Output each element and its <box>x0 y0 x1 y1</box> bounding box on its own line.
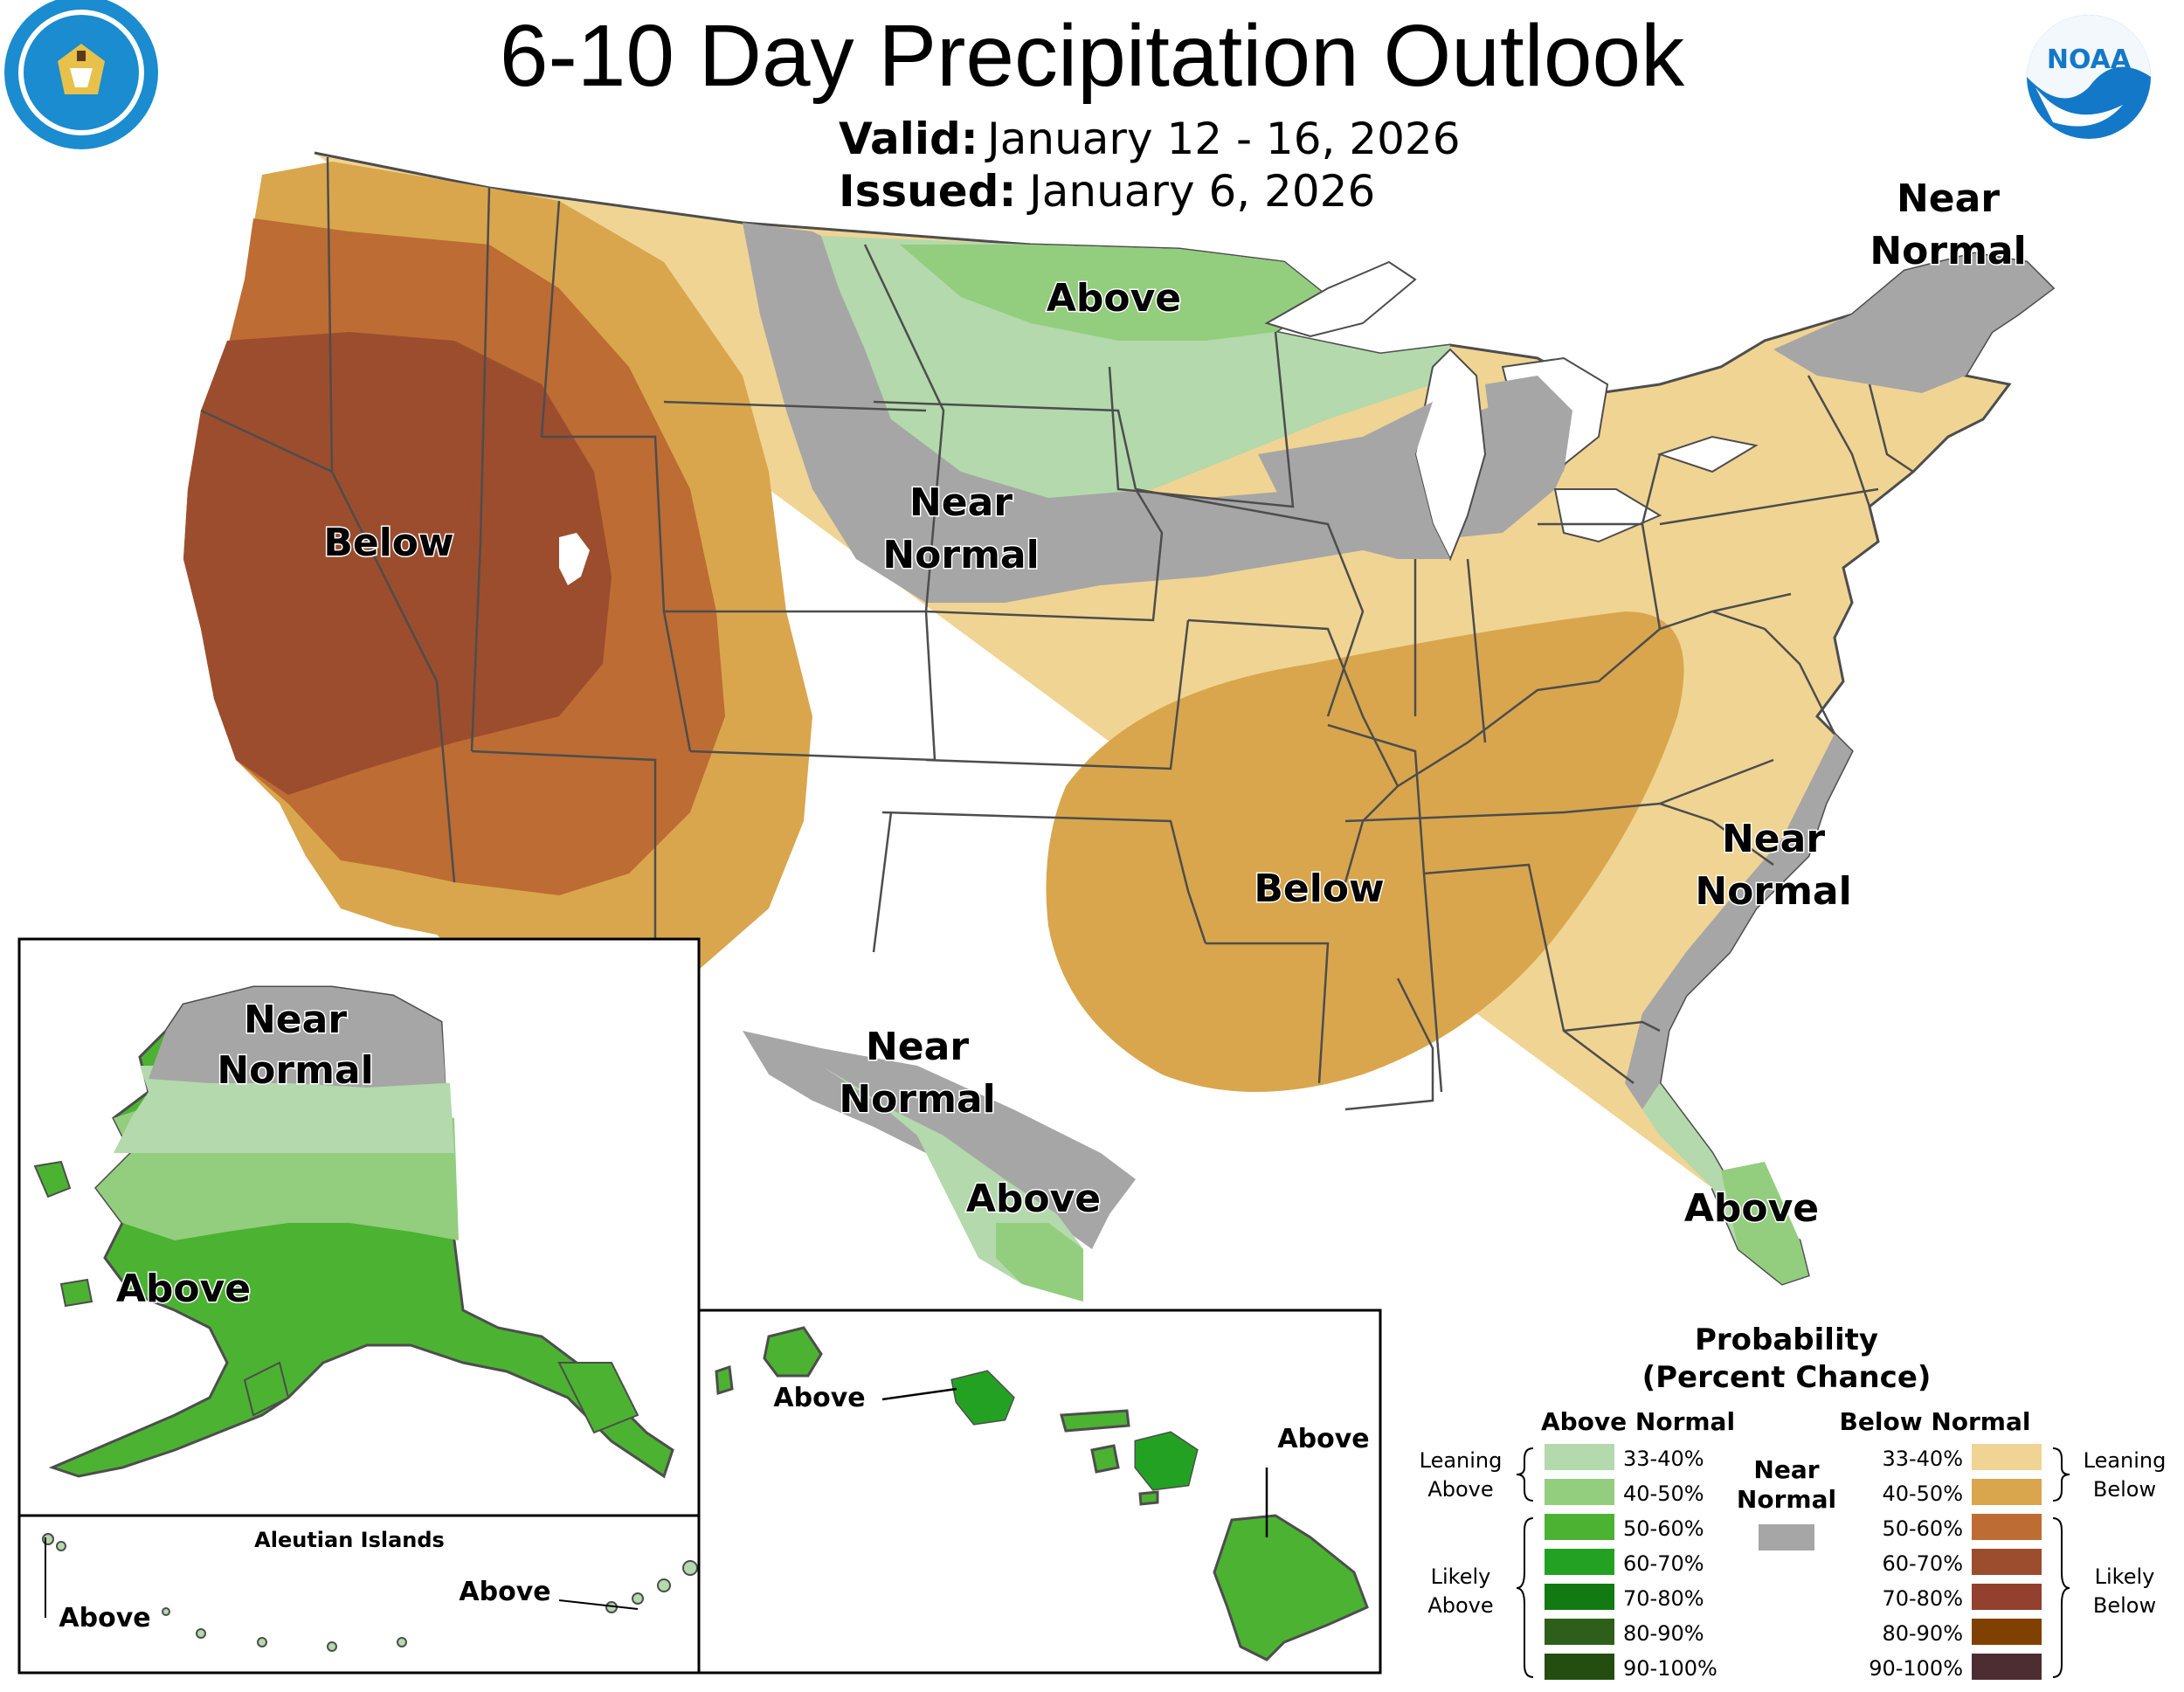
label-hi-above-big-island: Above <box>1277 1424 1369 1454</box>
swatch-below-33-40 <box>1972 1444 2042 1470</box>
noaa-logo: NOAA <box>2027 15 2151 139</box>
page-title: 6-10 Day Precipitation Outlook <box>500 7 1685 105</box>
legend-above-swatches <box>1545 1444 1614 1680</box>
state-boundaries <box>200 156 1914 1111</box>
legend-likely-below-2: Below <box>2093 1593 2156 1618</box>
legend-title-1: Probability <box>1695 1323 1878 1357</box>
niihau <box>715 1364 734 1395</box>
legend-below-range-4: 60-70% <box>1882 1551 1963 1576</box>
swatch-above-80-90 <box>1545 1619 1614 1645</box>
label-hi-above-oahu: Above <box>773 1383 865 1413</box>
label-plains-near-2: Normal <box>882 533 1039 577</box>
swatch-below-90-100 <box>1972 1654 2042 1680</box>
legend-above-range-3: 50-60% <box>1623 1516 1704 1541</box>
legend-above-range-5: 70-80% <box>1623 1586 1704 1611</box>
molokai <box>1060 1409 1130 1433</box>
legend-below-range-1: 33-40% <box>1882 1447 1963 1471</box>
doc-seal-logo <box>4 0 158 149</box>
aleutian-inset <box>17 1514 701 1675</box>
big-island <box>1213 1514 1369 1661</box>
hawaii-inset: Above Above <box>697 1309 1382 1675</box>
swatch-below-80-90 <box>1972 1619 2042 1645</box>
kauai <box>763 1326 823 1378</box>
legend-above-range-4: 60-70% <box>1623 1551 1704 1576</box>
legend-below-range-7: 90-100% <box>1869 1656 1963 1681</box>
legend-below-range-3: 50-60% <box>1882 1516 1963 1541</box>
legend-near-1: Near <box>1753 1455 1819 1484</box>
legend-below-range-6: 80-90% <box>1882 1621 1963 1646</box>
legend-leaning-above-2: Above <box>1427 1477 1493 1502</box>
label-fl-above: Above <box>1684 1186 1819 1231</box>
legend-below-range-2: 40-50% <box>1882 1481 1963 1506</box>
legend-title-2: (Percent Chance) <box>1642 1360 1932 1395</box>
legend-below-swatches <box>1972 1444 2042 1680</box>
label-south-below: Below <box>1254 867 1384 911</box>
swatch-below-40-50 <box>1972 1479 2042 1505</box>
lanai <box>1090 1444 1120 1474</box>
label-se-near-1: Near <box>1722 817 1825 861</box>
legend-below-range-5: 70-80% <box>1882 1586 1963 1611</box>
legend-leaning-below-2: Below <box>2093 1477 2156 1502</box>
swatch-below-50-60 <box>1972 1514 2042 1540</box>
label-ne-near-2: Normal <box>1870 229 2026 273</box>
swatch-below-60-70 <box>1972 1549 2042 1575</box>
swatch-above-60-70 <box>1545 1549 1614 1575</box>
legend-likely-above-1: Likely <box>1431 1564 1491 1589</box>
legend-above-range-2: 40-50% <box>1623 1481 1704 1506</box>
legend-above-range-6: 80-90% <box>1623 1621 1704 1646</box>
noaa-logo-text: NOAA <box>2047 45 2132 75</box>
kahoolawe <box>1138 1490 1159 1506</box>
label-north-above: Above <box>1047 276 1181 321</box>
label-tx-near-1: Near <box>866 1025 969 1069</box>
legend-below-header: Below Normal <box>1840 1407 2031 1436</box>
valid-label: Valid: <box>839 114 978 164</box>
valid-value: January 12 - 16, 2026 <box>985 114 1461 164</box>
label-ak-near-2: Normal <box>217 1048 373 1093</box>
issued-value: January 6, 2026 <box>1026 166 1375 217</box>
swatch-below-70-80 <box>1972 1584 2042 1610</box>
legend-near-2: Normal <box>1737 1485 1836 1514</box>
conus-map: Below Above Near Normal Near Normal Belo… <box>183 151 2056 1302</box>
swatch-near-normal <box>1759 1524 1814 1550</box>
label-aleutians-above-east: Above <box>459 1577 550 1607</box>
great-lakes <box>1264 260 1759 562</box>
legend: Probability (Percent Chance) Above Norma… <box>1420 1323 2167 1681</box>
legend-likely-below-1: Likely <box>2095 1564 2155 1589</box>
label-se-near-2: Normal <box>1695 869 1851 914</box>
great-salt-lake <box>559 533 590 585</box>
label-plains-near-1: Near <box>909 480 1013 525</box>
swatch-above-50-60 <box>1545 1514 1614 1540</box>
legend-leaning-above-1: Leaning <box>1420 1448 1503 1473</box>
label-ne-near-1: Near <box>1897 176 2000 221</box>
label-tx-near-2: Normal <box>839 1077 995 1122</box>
swatch-above-90-100 <box>1545 1654 1614 1680</box>
swatch-above-33-40 <box>1545 1444 1614 1470</box>
legend-likely-above-2: Above <box>1427 1593 1493 1618</box>
aleutians-title: Aleutian Islands <box>254 1528 445 1552</box>
swatch-above-40-50 <box>1545 1479 1614 1505</box>
label-ak-above: Above <box>116 1267 251 1311</box>
label-tx-above: Above <box>966 1177 1101 1221</box>
legend-above-range-7: 90-100% <box>1623 1656 1717 1681</box>
label-aleutians-above-west: Above <box>59 1603 150 1633</box>
legend-leaning-below-1: Leaning <box>2084 1448 2167 1473</box>
swatch-above-70-80 <box>1545 1584 1614 1610</box>
label-west-below: Below <box>323 521 453 565</box>
alaska-inset: Near Normal Above Aleutian Islands Above… <box>17 937 701 1675</box>
legend-above-range-1: 33-40% <box>1623 1447 1704 1471</box>
legend-above-header: Above Normal <box>1541 1407 1735 1436</box>
label-ak-near-1: Near <box>244 998 347 1042</box>
issued-label: Issued: <box>839 166 1016 217</box>
